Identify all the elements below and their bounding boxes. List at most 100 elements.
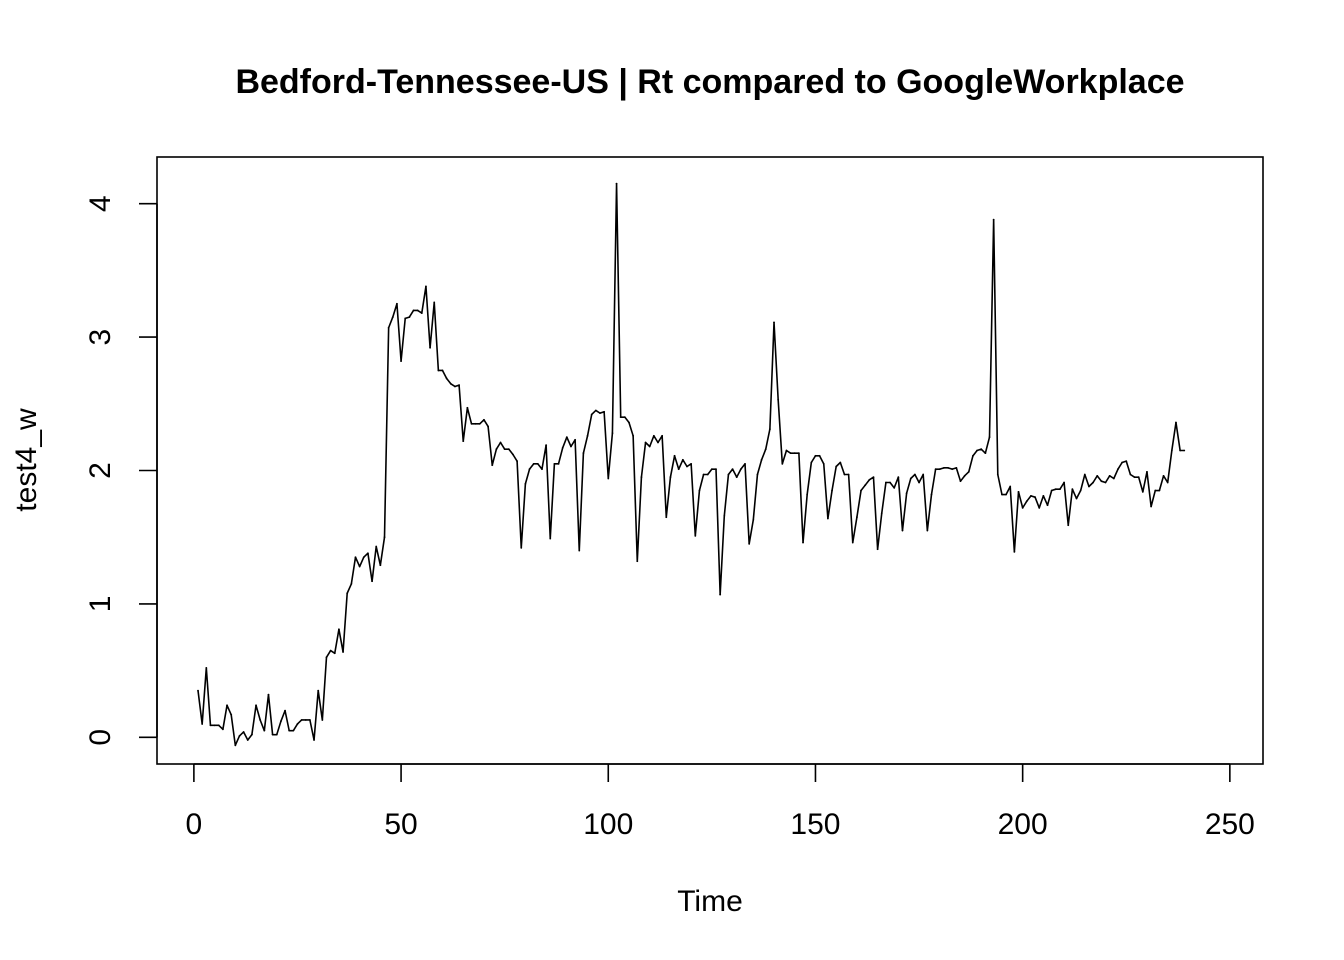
data-point [793, 452, 796, 455]
data-point [338, 628, 340, 631]
data-point [1158, 489, 1161, 492]
data-point [851, 541, 854, 544]
data-point [739, 468, 742, 471]
data-point [1067, 524, 1070, 527]
data-point [1183, 449, 1186, 452]
data-point [872, 476, 875, 479]
data-point [483, 418, 485, 421]
data-point [876, 548, 879, 551]
data-point [1025, 500, 1028, 503]
data-point [748, 542, 751, 545]
data-point [532, 462, 535, 465]
data-point [487, 425, 489, 428]
data-point [785, 449, 788, 452]
data-point [984, 452, 987, 455]
data-point [586, 434, 589, 437]
data-point [1083, 473, 1086, 476]
data-point [217, 724, 220, 727]
data-point [474, 422, 477, 425]
data-point [1071, 488, 1074, 491]
data-point [280, 720, 282, 723]
data-point [752, 518, 755, 521]
y-tick-label: 1 [84, 596, 117, 613]
data-point [681, 458, 684, 461]
data-point [379, 564, 382, 567]
data-point [889, 481, 891, 484]
data-point [391, 316, 394, 318]
data-point [454, 385, 456, 388]
data-point [826, 517, 829, 520]
data-point [1175, 421, 1177, 424]
data-point [416, 309, 419, 312]
data-point [284, 709, 286, 712]
data-point [259, 719, 262, 721]
data-point [1125, 460, 1128, 463]
data-point [860, 489, 862, 492]
data-point [1096, 474, 1099, 477]
data-point [462, 440, 465, 443]
y-tick-label: 3 [84, 329, 117, 346]
data-point [934, 468, 937, 471]
data-point [880, 512, 883, 515]
data-point [1088, 485, 1090, 488]
data-point [963, 474, 966, 477]
data-point [951, 468, 954, 471]
data-point [528, 468, 531, 471]
data-point [350, 583, 353, 585]
data-point [669, 476, 672, 479]
data-point [458, 384, 460, 387]
data-point [690, 462, 693, 465]
data-point [710, 468, 713, 471]
data-point [578, 549, 581, 552]
data-point [1034, 496, 1036, 499]
data-point [1133, 476, 1136, 479]
y-axis-label: test4_w [10, 408, 43, 512]
data-point [271, 733, 274, 736]
data-point [1117, 468, 1119, 471]
data-point [632, 434, 635, 437]
data-point [719, 593, 722, 596]
data-point [972, 454, 974, 457]
data-point [1042, 494, 1045, 497]
data-point [893, 486, 896, 489]
x-tick-label: 150 [790, 808, 840, 841]
data-point [885, 481, 887, 484]
data-point [354, 556, 357, 559]
data-point [835, 465, 838, 468]
data-point [768, 428, 771, 431]
x-tick-label: 250 [1205, 808, 1255, 841]
data-point [760, 458, 763, 461]
data-point [938, 468, 941, 471]
data-point [1079, 489, 1082, 492]
data-point [599, 412, 601, 415]
data-point [412, 309, 415, 312]
data-point [603, 410, 606, 413]
data-point [445, 377, 448, 380]
data-point [536, 462, 539, 465]
data-point [570, 445, 572, 448]
data-point [561, 446, 564, 449]
data-point [321, 719, 324, 721]
data-point [1154, 489, 1157, 492]
x-tick-label: 0 [186, 808, 203, 841]
data-point [764, 448, 767, 451]
data-point [644, 441, 647, 444]
data-point [234, 744, 237, 747]
data-point [922, 473, 925, 476]
data-point [1017, 490, 1020, 493]
data-point [623, 416, 626, 419]
data-point [582, 452, 585, 455]
data-point [358, 565, 361, 568]
data-point [367, 552, 369, 555]
data-point [901, 529, 904, 532]
data-point [1046, 504, 1049, 507]
data-point [1013, 550, 1016, 553]
data-point [309, 719, 311, 721]
x-tick-label: 100 [583, 808, 633, 841]
data-point [818, 454, 821, 457]
data-point [967, 470, 970, 473]
data-point [715, 468, 717, 471]
data-point [992, 218, 995, 221]
data-point [313, 739, 315, 741]
